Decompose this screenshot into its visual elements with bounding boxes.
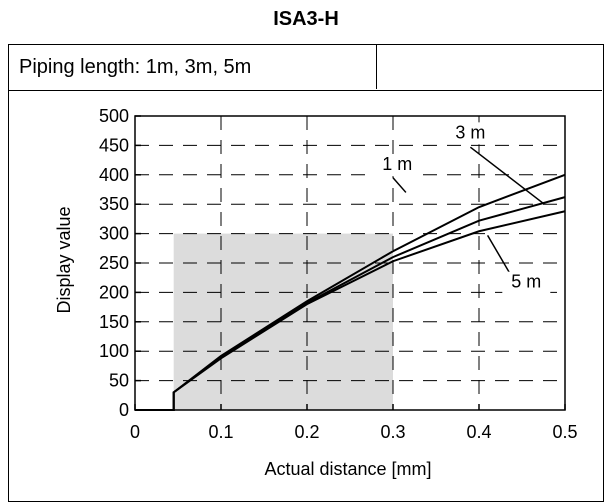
series-label-pointer	[392, 177, 407, 193]
series-line-5m	[135, 210, 566, 411]
grid-layer	[135, 116, 565, 410]
series-label-background	[502, 271, 551, 294]
y-tick-label: 250	[99, 253, 129, 273]
series-label: 3 m	[455, 122, 485, 142]
y-tick-label: 300	[99, 224, 129, 244]
series-label-background	[446, 122, 495, 145]
y-tick-label: 450	[99, 135, 129, 155]
y-tick-label: 100	[99, 341, 129, 361]
y-tick-label: 150	[99, 312, 129, 332]
y-tick-label: 500	[99, 106, 129, 126]
series-label-background	[373, 154, 422, 177]
series-label-pointer	[469, 146, 545, 205]
series-layer	[135, 173, 566, 411]
x-tick-label: 0.5	[552, 422, 577, 442]
series-label: 1 m	[382, 154, 412, 174]
x-axis-label: Actual distance [mm]	[264, 459, 431, 479]
y-tick-label: 0	[119, 400, 129, 420]
x-tick-label: 0	[130, 422, 140, 442]
x-tick-label: 0.2	[294, 422, 319, 442]
y-tick-label: 200	[99, 282, 129, 302]
y-tick-label: 400	[99, 165, 129, 185]
header-row: Piping length: 1m, 3m, 5m	[9, 45, 602, 91]
y-tick-label: 50	[109, 371, 129, 391]
x-tick-label: 0.1	[208, 422, 233, 442]
series-label: 5 m	[511, 272, 541, 292]
x-tick-label: 0.3	[380, 422, 405, 442]
document-title: ISA3-H	[273, 8, 339, 30]
piping-length-label: Piping length: 1m, 3m, 5m	[9, 45, 377, 89]
label-layer: 3 m 1 m 5 m	[373, 122, 551, 294]
y-axis-label: Display value	[54, 206, 74, 313]
x-tick-label: 0.4	[466, 422, 491, 442]
axes-layer: 0 0.1 0.2 0.3 0.4 0.5 0 50 100 150 200 250 300 350 400…	[99, 106, 578, 442]
y-tick-label: 350	[99, 194, 129, 214]
